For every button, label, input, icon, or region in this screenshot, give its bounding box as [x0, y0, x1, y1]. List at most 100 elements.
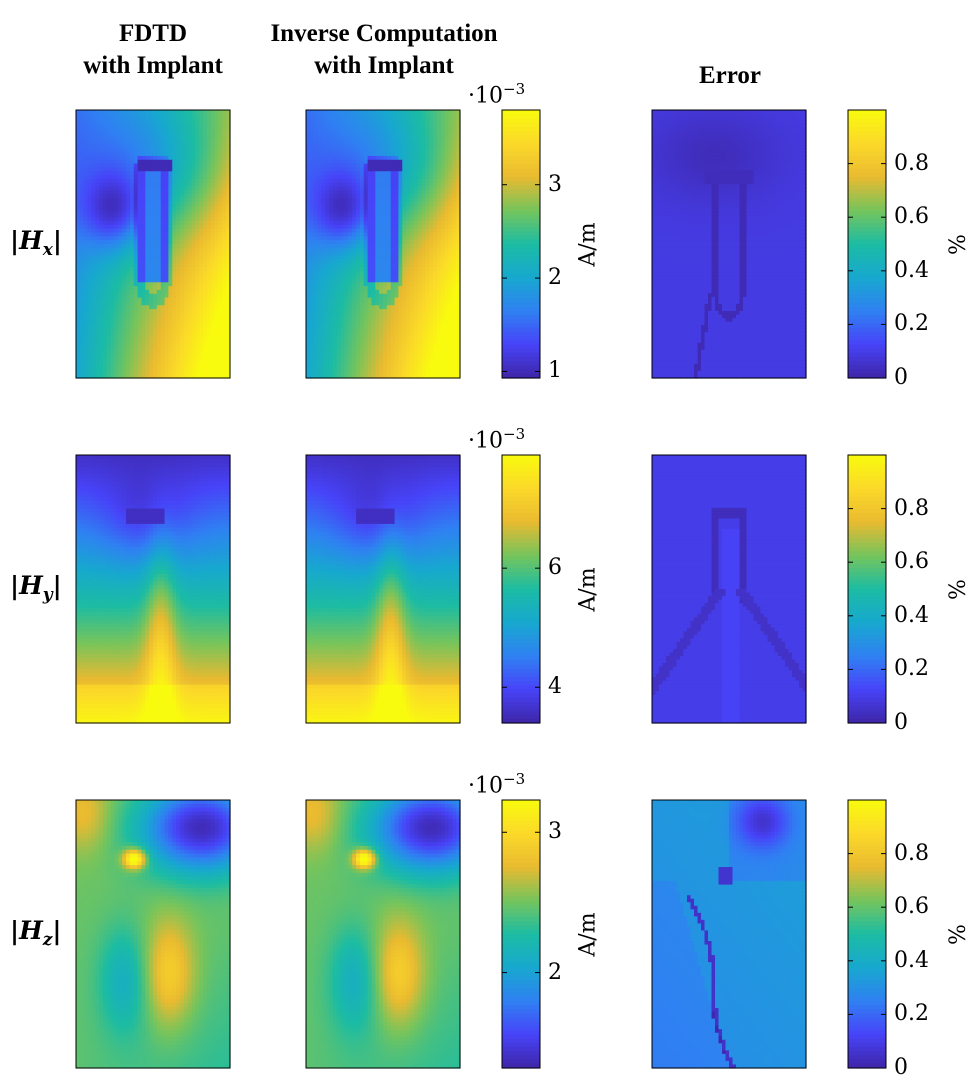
heatmap-fdtd-cell [215, 286, 219, 290]
heatmap-inverse-cell [422, 194, 426, 198]
heatmap-fdtd-cell [176, 148, 180, 152]
heatmap-fdtd-cell [168, 148, 172, 152]
heatmap-inverse-cell [391, 118, 395, 122]
heatmap-inverse-cell [352, 133, 356, 137]
heatmap-fdtd-cell [192, 324, 196, 328]
heatmap-inverse-cell [398, 179, 402, 183]
heatmap-inverse-cell [418, 217, 422, 221]
heatmap-fdtd-cell [218, 309, 222, 313]
heatmap-inverse-cell [425, 282, 429, 286]
heatmap-fdtd-cell [149, 110, 153, 114]
heatmap-inverse-cell [314, 301, 318, 305]
heatmap-fdtd-cell [84, 359, 88, 363]
heatmap-fdtd-cell [126, 152, 130, 156]
heatmap-fdtd-cell [99, 152, 103, 156]
heatmap-fdtd-cell [138, 259, 142, 263]
heatmap-fdtd-cell [161, 164, 165, 168]
heatmap-inverse-cell [371, 275, 375, 279]
heatmap-fdtd-cell [188, 355, 192, 359]
heatmap-fdtd-cell [199, 175, 203, 179]
heatmap-fdtd-cell [107, 160, 111, 164]
heatmap-fdtd-cell [115, 321, 119, 325]
heatmap-inverse-cell [329, 148, 333, 152]
heatmap-inverse-cell [360, 233, 364, 237]
heatmap-inverse-cell [321, 263, 325, 267]
heatmap-inverse-cell [321, 236, 325, 240]
heatmap-inverse-cell [406, 160, 410, 164]
heatmap-fdtd-cell [184, 321, 188, 325]
heatmap-inverse-cell [364, 271, 368, 275]
heatmap-inverse-cell [425, 301, 429, 305]
heatmap-fdtd-cell [176, 363, 180, 367]
heatmap-fdtd-cell [141, 148, 145, 152]
heatmap-fdtd-cell [199, 156, 203, 160]
heatmap-fdtd-cell [203, 321, 207, 325]
heatmap-fdtd-cell [115, 225, 119, 229]
heatmap-fdtd-cell [99, 194, 103, 198]
heatmap-inverse-cell [314, 190, 318, 194]
heatmap-fdtd-cell [111, 240, 115, 244]
heatmap-inverse-cell [368, 179, 372, 183]
heatmap-fdtd-cell [195, 133, 199, 137]
heatmap-fdtd-cell [157, 121, 161, 125]
heatmap-fdtd-cell [188, 305, 192, 309]
heatmap-inverse-cell [418, 125, 422, 129]
heatmap-inverse-cell [360, 248, 364, 252]
heatmap-fdtd-cell [138, 355, 142, 359]
heatmap-inverse-cell [402, 255, 406, 259]
heatmap-inverse-cell [345, 210, 349, 214]
heatmap-fdtd-cell [134, 294, 138, 298]
heatmap-fdtd-cell [161, 210, 165, 214]
heatmap-fdtd-cell [218, 210, 222, 214]
heatmap-fdtd-cell [211, 275, 215, 279]
heatmap-inverse-cell [429, 294, 433, 298]
heatmap-inverse-cell [391, 309, 395, 313]
heatmap-fdtd-cell [111, 194, 115, 198]
heatmap-fdtd-cell [222, 321, 226, 325]
heatmap-fdtd-cell [80, 324, 84, 328]
heatmap-fdtd-cell [115, 363, 119, 367]
heatmap-fdtd-cell [141, 164, 145, 168]
heatmap-fdtd-cell [153, 221, 157, 225]
heatmap-fdtd-cell [130, 294, 134, 298]
heatmap-fdtd-cell [145, 359, 149, 363]
heatmap-fdtd-cell [149, 129, 153, 133]
heatmap-inverse-cell [433, 198, 437, 202]
heatmap-inverse-cell [452, 298, 456, 302]
heatmap-fdtd-cell [161, 321, 165, 325]
heatmap-fdtd-cell [176, 248, 180, 252]
heatmap-inverse-cell [422, 309, 426, 313]
heatmap-inverse-cell [364, 255, 368, 259]
heatmap-fdtd-cell [153, 144, 157, 148]
heatmap-fdtd-cell [203, 286, 207, 290]
heatmap-inverse-cell [387, 282, 391, 286]
heatmap-fdtd-cell [192, 167, 196, 171]
heatmap-inverse-cell [433, 294, 437, 298]
heatmap-fdtd-cell [122, 252, 126, 256]
heatmap-fdtd-cell [203, 278, 207, 282]
heatmap-fdtd-cell [218, 259, 222, 263]
heatmap-inverse-cell [321, 252, 325, 256]
heatmap-fdtd-cell [130, 275, 134, 279]
heatmap-inverse-cell [318, 210, 322, 214]
heatmap-inverse-cell [341, 282, 345, 286]
heatmap-inverse-cell [395, 225, 399, 229]
heatmap-fdtd-cell [192, 263, 196, 267]
heatmap-inverse-cell [375, 202, 379, 206]
heatmap-fdtd-cell [118, 347, 122, 351]
heatmap-fdtd-cell [95, 160, 99, 164]
heatmap-inverse-cell [445, 198, 449, 202]
heatmap-fdtd-cell [80, 290, 84, 294]
heatmap-fdtd-cell [218, 110, 222, 114]
heatmap-fdtd-cell [215, 133, 219, 137]
heatmap-fdtd-cell [91, 244, 95, 248]
heatmap-fdtd-cell [218, 118, 222, 122]
heatmap-inverse-cell [391, 233, 395, 237]
heatmap-inverse-cell [375, 263, 379, 267]
heatmap-inverse-cell [425, 248, 429, 252]
heatmap-fdtd-cell [95, 217, 99, 221]
heatmap-inverse-cell [325, 267, 329, 271]
heatmap-inverse-cell [306, 294, 310, 298]
heatmap-fdtd-cell [80, 240, 84, 244]
